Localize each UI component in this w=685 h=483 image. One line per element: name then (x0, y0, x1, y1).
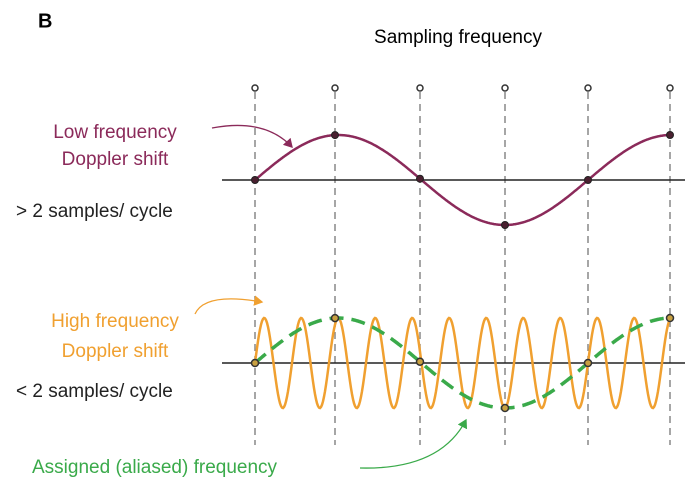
sample-point (665, 313, 675, 323)
sample-point (331, 131, 339, 140)
top-condition: > 2 samples/ cycle (16, 201, 173, 222)
arrow (359, 418, 468, 469)
bottom-label-line: Doppler shift (62, 341, 169, 362)
sample-point (251, 176, 259, 184)
bottom-label-line: High frequency (51, 311, 179, 332)
arrow (194, 295, 264, 315)
sampling-lines (254, 92, 671, 445)
bottom-condition: < 2 samples/ cycle (16, 381, 173, 402)
sample-marker (666, 84, 674, 92)
sample-points (250, 84, 675, 413)
sample-point (583, 358, 593, 368)
sample-point (500, 403, 510, 413)
top-label-line: Doppler shift (62, 149, 169, 170)
sample-point (584, 176, 592, 184)
arrow (211, 124, 293, 148)
sample-point (415, 357, 425, 366)
aliased-wave (253, 316, 671, 410)
sample-point (250, 358, 260, 368)
sample-point (501, 220, 509, 229)
sample-marker (331, 84, 339, 92)
sample-marker (416, 84, 424, 92)
low-frequency-wave (254, 133, 671, 227)
panel-label: B (38, 10, 52, 32)
sample-marker (501, 84, 509, 92)
sample-marker (584, 84, 592, 92)
sample-point (330, 313, 340, 323)
sample-point (416, 174, 424, 183)
alias-label: Assigned (aliased) frequency (32, 457, 278, 478)
top-label-line: Low frequency (53, 122, 177, 143)
sample-marker (251, 84, 259, 92)
title: Sampling frequency (374, 27, 542, 48)
sample-point (666, 131, 674, 140)
